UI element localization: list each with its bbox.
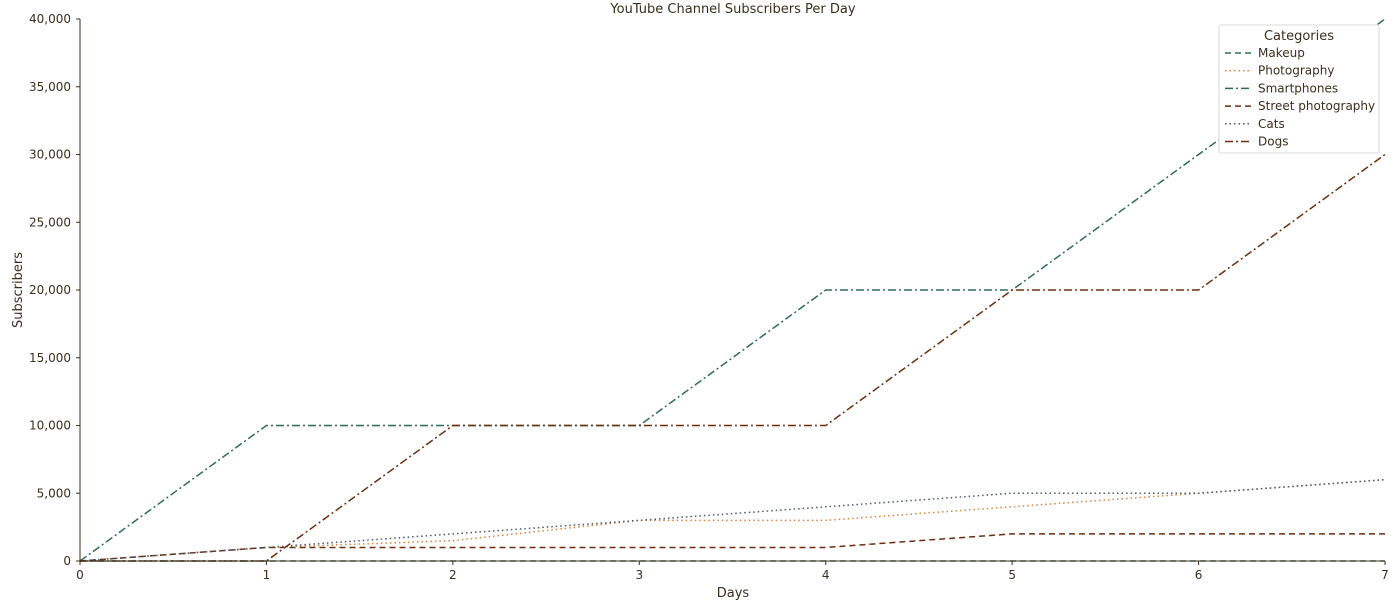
plot-area	[79, 18, 1386, 562]
y-ticks: 0 5,000 10,000 15,000 20,000 25,000 30,000 35,0…	[29, 12, 80, 568]
x-tick-label: 2	[449, 568, 457, 582]
legend-title: Categories	[1264, 29, 1334, 44]
series-line-cats	[79, 478, 1386, 562]
y-axis-label: Subscribers	[11, 252, 26, 328]
x-tick-label: 5	[1008, 568, 1016, 582]
legend-label-makeup: Makeup	[1258, 46, 1305, 60]
y-tick-label: 20,000	[29, 283, 71, 297]
legend-label-smartphones: Smartphones	[1258, 81, 1338, 95]
y-tick-label: 10,000	[29, 419, 71, 433]
legend-items: Makeup Photography Smartphones Street photo…	[1225, 46, 1375, 149]
legend-label-street-photography: Street photography	[1258, 99, 1375, 113]
legend-label-dogs: Dogs	[1258, 135, 1288, 149]
x-tick-label: 3	[635, 568, 643, 582]
x-tick-label: 0	[76, 568, 84, 582]
legend-label-photography: Photography	[1258, 64, 1334, 78]
series-line-street-photography	[79, 533, 1385, 562]
y-tick-label: 5,000	[37, 486, 71, 500]
series-line-photography	[79, 478, 1386, 562]
y-tick-label: 0	[63, 554, 71, 568]
x-tick-label: 1	[263, 568, 271, 582]
series-line-smartphones	[79, 18, 1386, 562]
chart-title: YouTube Channel Subscribers Per Day	[609, 2, 855, 17]
x-axis-label: Days	[717, 586, 750, 601]
y-tick-label: 30,000	[29, 148, 71, 162]
legend-label-cats: Cats	[1258, 117, 1285, 131]
x-tick-label: 4	[822, 568, 830, 582]
legend-box	[1218, 24, 1380, 154]
y-tick-label: 25,000	[29, 215, 71, 229]
y-tick-label: 35,000	[29, 80, 71, 94]
y-tick-label: 40,000	[29, 12, 71, 26]
series-line-dogs	[80, 153, 1386, 562]
x-ticks: 0 1 2 3 4 5 6 7	[76, 561, 1389, 582]
legend: Categories Makeup Photography Smartphones S…	[1218, 24, 1380, 154]
x-tick-label: 6	[1195, 568, 1203, 582]
y-tick-label: 15,000	[29, 351, 71, 365]
x-tick-label: 7	[1381, 568, 1389, 582]
